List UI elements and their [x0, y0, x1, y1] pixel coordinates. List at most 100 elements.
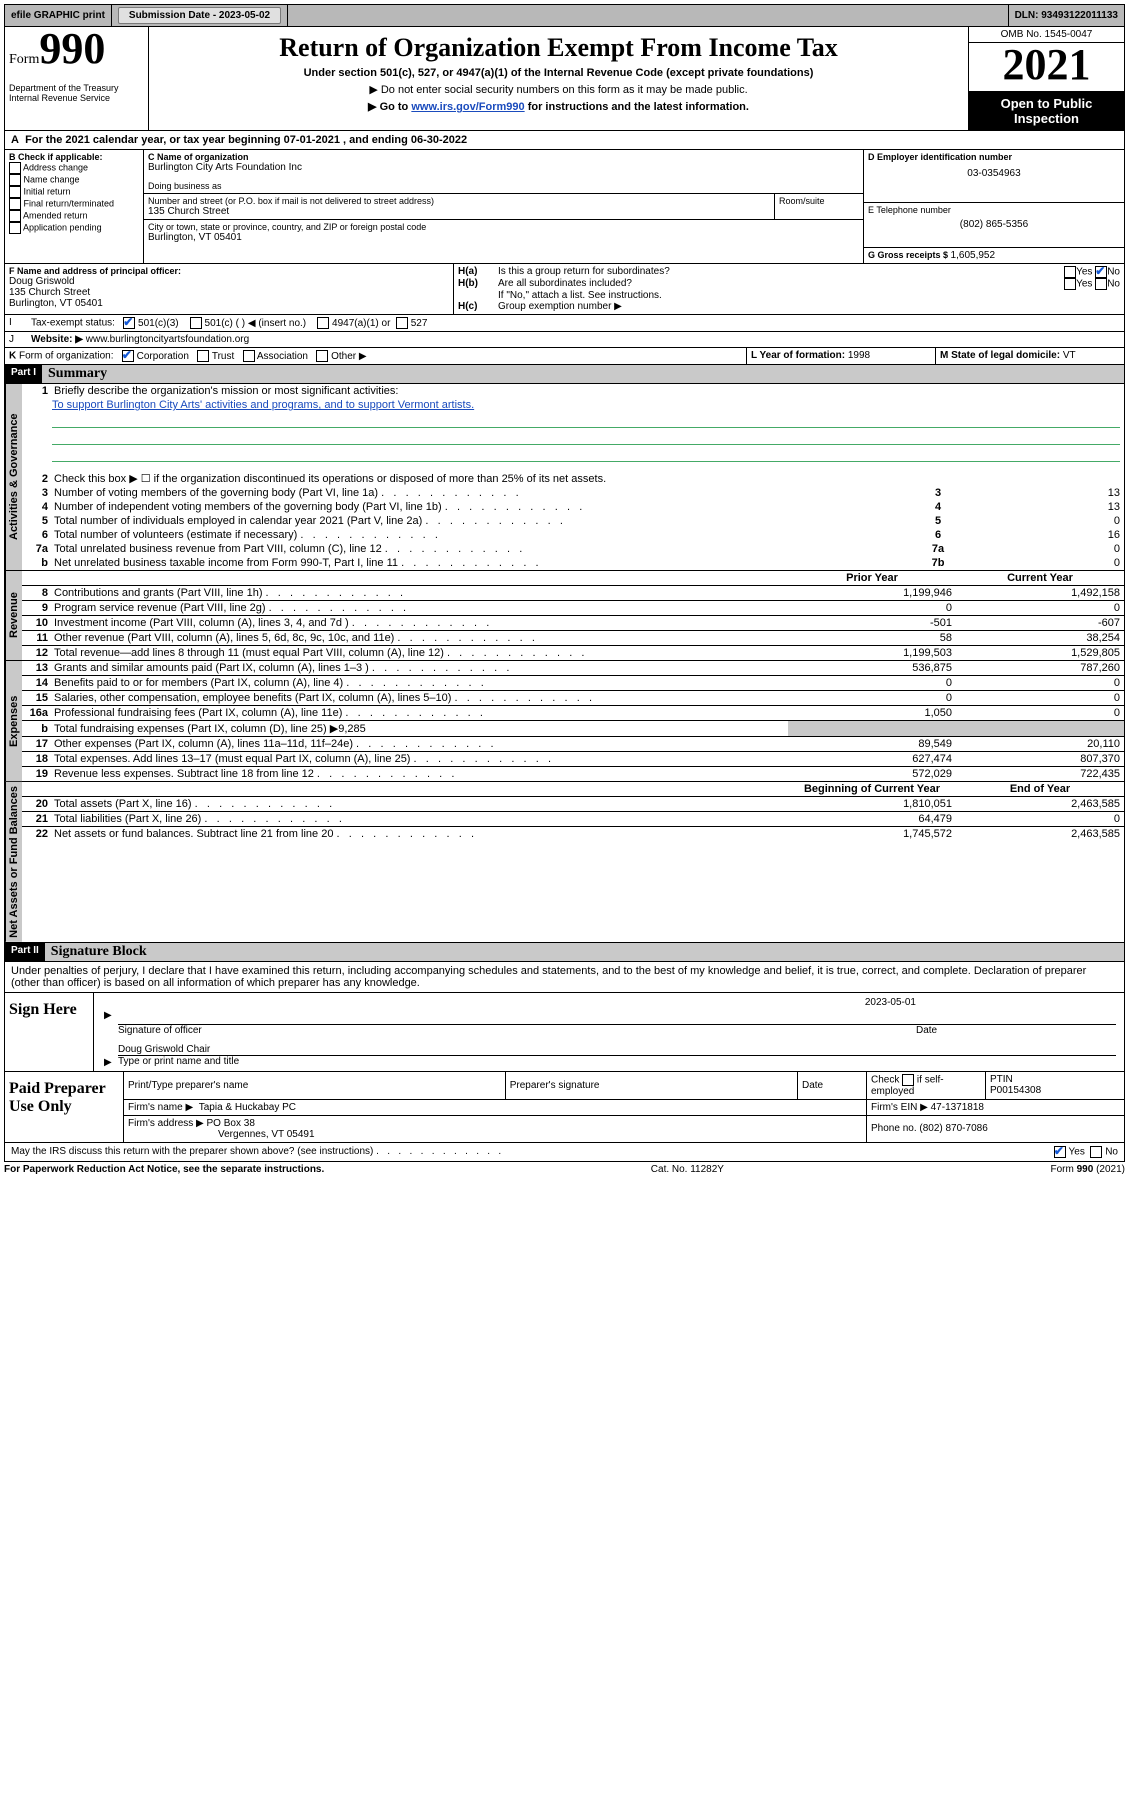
revenue-table: Prior Year Current Year 8Contributions a… [22, 571, 1124, 660]
gov-row-6: 6Total number of volunteers (estimate if… [22, 528, 1124, 542]
net-row-22: 22Net assets or fund balances. Subtract … [22, 827, 1124, 842]
form-header-right: OMB No. 1545-0047 2021 Open to Public In… [969, 27, 1124, 130]
preparer-table: Print/Type preparer's name Preparer's si… [124, 1072, 1124, 1142]
ha-yes[interactable]: Yes [1064, 266, 1092, 278]
chk-501c[interactable]: 501(c) ( ) ◀ (insert no.) [190, 318, 306, 329]
note-ssn: Do not enter social security numbers on … [157, 83, 960, 96]
net-assets-table: Beginning of Current Year End of Year 20… [22, 782, 1124, 841]
box-l: L Year of formation: 1998 [747, 348, 936, 364]
section-governance: Activities & Governance 1Briefly describ… [4, 384, 1125, 571]
governance-table: 1Briefly describe the organization's mis… [22, 384, 1124, 570]
chk-pending[interactable]: Application pending [9, 222, 139, 234]
box-e: E Telephone number (802) 865-5356 [864, 203, 1124, 248]
footer-left: For Paperwork Reduction Act Notice, see … [4, 1164, 324, 1175]
form-subtitle: Under section 501(c), 527, or 4947(a)(1)… [157, 67, 960, 79]
info-block-fh: F Name and address of principal officer:… [4, 264, 1125, 315]
website-link[interactable]: www.burlingtoncityartsfoundation.org [86, 334, 249, 345]
box-g: G Gross receipts $ 1,605,952 [864, 248, 1124, 263]
chk-501c3[interactable]: 501(c)(3) [123, 318, 178, 329]
top-bar: efile GRAPHIC print Submission Date - 20… [4, 4, 1125, 27]
rev-row-11: 11Other revenue (Part VIII, column (A), … [22, 631, 1124, 646]
prep-firm-addr: Firm's address ▶ PO Box 38 Vergennes, VT… [124, 1115, 867, 1142]
chk-initial[interactable]: Initial return [9, 186, 139, 198]
box-deg: D Employer identification number 03-0354… [864, 150, 1124, 263]
expenses-table: 13Grants and similar amounts paid (Part … [22, 661, 1124, 781]
submission-date-cell: Submission Date - 2023-05-02 [112, 5, 288, 26]
footer-mid: Cat. No. 11282Y [651, 1164, 724, 1175]
mission-blank-1 [52, 413, 1120, 428]
discuss-yes[interactable]: Yes [1054, 1146, 1085, 1158]
label-expenses: Expenses [5, 661, 22, 781]
sign-here-block: Sign Here 2023-05-01 Signature of office… [4, 993, 1125, 1072]
gov-row-3: 3Number of voting members of the governi… [22, 486, 1124, 500]
box-j: Website: ▶ www.burlingtoncityartsfoundat… [27, 332, 1124, 347]
rev-row-8: 8Contributions and grants (Part VIII, li… [22, 586, 1124, 601]
info-block-j: J Website: ▶ www.burlingtoncityartsfound… [4, 332, 1125, 348]
box-h-note: If "No," attach a list. See instructions… [458, 290, 1120, 301]
dln-cell: DLN: 93493122011133 [1009, 5, 1124, 26]
rev-row-9: 9Program service revenue (Part VIII, lin… [22, 601, 1124, 616]
box-ha: H(a) Is this a group return for subordin… [458, 266, 1120, 278]
chk-corp[interactable]: Corporation [122, 351, 189, 362]
chk-527[interactable]: 527 [396, 318, 427, 329]
page-footer: For Paperwork Reduction Act Notice, see … [4, 1162, 1125, 1177]
box-c-city: City or town, state or province, country… [144, 220, 863, 245]
chk-other[interactable]: Other ▶ [316, 351, 366, 362]
ha-no[interactable]: No [1095, 266, 1120, 278]
paid-preparer-block: Paid Preparer Use Only Print/Type prepar… [4, 1072, 1125, 1143]
sig-date-value: 2023-05-01 [102, 997, 1116, 1008]
box-b-label: B Check if applicable: [9, 152, 139, 162]
discuss-question: May the IRS discuss this return with the… [11, 1146, 1054, 1158]
hb-no[interactable]: No [1095, 278, 1120, 290]
chk-trust[interactable]: Trust [197, 351, 234, 362]
sign-here-label: Sign Here [5, 993, 94, 1071]
officer-signature-line[interactable] [118, 1008, 1116, 1025]
prep-self-employed[interactable]: Check if self-employed [867, 1072, 986, 1100]
mission-blank-3 [52, 447, 1120, 462]
form-header-center: Return of Organization Exempt From Incom… [149, 27, 969, 130]
exp-row-19: 19Revenue less expenses. Subtract line 1… [22, 767, 1124, 782]
prep-sig-h: Preparer's signature [505, 1072, 797, 1100]
discuss-row: May the IRS discuss this return with the… [4, 1143, 1125, 1162]
mission-text: To support Burlington City Arts' activit… [52, 399, 474, 411]
rev-row-10: 10Investment income (Part VIII, column (… [22, 616, 1124, 631]
rev-row-12: 12Total revenue—add lines 8 through 11 (… [22, 646, 1124, 661]
open-public-badge: Open to Public Inspection [969, 92, 1124, 130]
box-hc: H(c) Group exemption number ▶ [458, 301, 1120, 312]
part-ii-header: Part II Signature Block [4, 943, 1125, 962]
dept-irs: Internal Revenue Service [9, 93, 144, 103]
chk-assoc[interactable]: Association [243, 351, 308, 362]
efile-label: efile GRAPHIC print [5, 5, 112, 26]
section-net-assets: Net Assets or Fund Balances Beginning of… [4, 782, 1125, 943]
sig-date-label: Date [916, 1025, 1116, 1036]
chk-address[interactable]: Address change [9, 162, 139, 174]
box-c-addr-row: Number and street (or P.O. box if mail i… [144, 194, 863, 220]
note-goto: Go to www.irs.gov/Form990 for instructio… [157, 100, 960, 113]
chk-final[interactable]: Final return/terminated [9, 198, 139, 210]
box-hb: H(b) Are all subordinates included? Yes … [458, 278, 1120, 290]
box-k: K Form of organization: Corporation Trus… [5, 348, 747, 364]
box-f: F Name and address of principal officer:… [5, 264, 454, 314]
label-governance: Activities & Governance [5, 384, 22, 570]
info-block-i: I Tax-exempt status: 501(c)(3) 501(c) ( … [4, 315, 1125, 332]
prep-name-h: Print/Type preparer's name [124, 1072, 505, 1100]
prep-firm-ein: Firm's EIN ▶ 47-1371818 [867, 1099, 1125, 1115]
mission-blank-2 [52, 430, 1120, 445]
hb-yes[interactable]: Yes [1064, 278, 1092, 290]
part-i-title: Summary [42, 365, 1124, 383]
chk-amended[interactable]: Amended return [9, 210, 139, 222]
submission-button[interactable]: Submission Date - 2023-05-02 [118, 7, 281, 24]
chk-4947[interactable]: 4947(a)(1) or [317, 318, 390, 329]
tax-year: 2021 [969, 43, 1124, 92]
part-i-tag: Part I [5, 365, 42, 383]
irs-link[interactable]: www.irs.gov/Form990 [411, 101, 524, 113]
chk-name[interactable]: Name change [9, 174, 139, 186]
form-header-left: Form990 Department of the Treasury Inter… [5, 27, 149, 130]
net-row-21: 21Total liabilities (Part X, line 26)64,… [22, 812, 1124, 827]
info-block-klm: K Form of organization: Corporation Trus… [4, 348, 1125, 365]
discuss-no[interactable]: No [1090, 1146, 1118, 1158]
paid-preparer-label: Paid Preparer Use Only [5, 1072, 124, 1142]
footer-right: Form 990 (2021) [1051, 1164, 1126, 1175]
box-b: B Check if applicable: Address change Na… [5, 150, 144, 263]
form-header: Form990 Department of the Treasury Inter… [4, 27, 1125, 131]
